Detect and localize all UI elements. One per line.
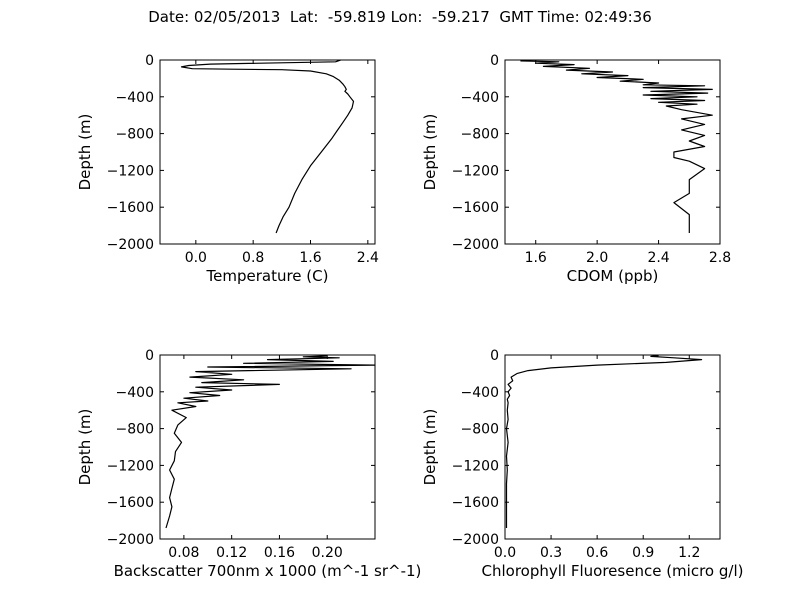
backscatter-profile-line <box>165 355 376 529</box>
temperature-x-axis-label: Temperature (C) <box>206 267 329 285</box>
backscatter-y-tick-label: −400 <box>116 385 154 401</box>
cdom-x-axis-label: CDOM (ppb) <box>567 267 659 285</box>
figure-title: Date: 02/05/2013 Lat: -59.819 Lon: -59.2… <box>148 8 652 26</box>
chlorophyll-chart: 0.0 0.3 0.6 0.9 1.2 0 −400 −800 −1200 −1600 −2000 C… <box>421 348 743 580</box>
cdom-y-tick-label: −1600 <box>452 200 499 216</box>
temperature-y-tick-label: −1200 <box>107 163 154 179</box>
cdom-x-tick-label: 2.8 <box>709 250 731 266</box>
backscatter-chart: 0.08 0.12 0.16 0.20 0 −400 −800 −1200 −1600 −2000… <box>76 348 421 580</box>
chlorophyll-y-axis-label: Depth (m) <box>421 409 439 486</box>
temperature-profile-line <box>180 59 355 234</box>
backscatter-x-axis-label: Backscatter 700nm x 1000 (m^-1 sr^-1) <box>114 562 422 580</box>
chlorophyll-profile-line <box>505 354 703 528</box>
chlorophyll-y-tick-label: −2000 <box>452 532 499 548</box>
chlorophyll-x-tick-label: 0.3 <box>540 545 562 561</box>
cdom-axes-frame <box>504 59 721 245</box>
backscatter-x-tick-label: 0.16 <box>264 545 295 561</box>
backscatter-y-tick-label: −1200 <box>107 458 154 474</box>
chlorophyll-x-tick-label: 1.2 <box>678 545 700 561</box>
temperature-y-axis-label: Depth (m) <box>76 114 94 191</box>
cdom-x-tick-label: 2.4 <box>647 250 669 266</box>
cdom-y-tick-label: −800 <box>461 127 499 143</box>
temperature-y-tick-label: −400 <box>116 90 154 106</box>
backscatter-x-tick-label: 0.08 <box>168 545 199 561</box>
temperature-x-tick-label: 0.0 <box>185 250 207 266</box>
backscatter-y-tick-label: −2000 <box>107 532 154 548</box>
cdom-profile-line <box>520 60 713 233</box>
temperature-y-tick-label: −2000 <box>107 237 154 253</box>
temperature-axes-frame <box>159 59 376 245</box>
cdom-y-tick-label: −2000 <box>452 237 499 253</box>
cdom-x-tick-label: 2.0 <box>586 250 608 266</box>
chlorophyll-y-tick-label: −1600 <box>452 495 499 511</box>
temperature-x-tick-label: 0.8 <box>242 250 264 266</box>
chlorophyll-x-tick-label: 0.9 <box>632 545 654 561</box>
backscatter-axes-frame <box>159 354 376 540</box>
cdom-y-tick-label: −1200 <box>452 163 499 179</box>
chlorophyll-x-axis-label: Chlorophyll Fluoresence (micro g/l) <box>482 562 744 580</box>
chlorophyll-y-tick-label: 0 <box>490 348 499 364</box>
backscatter-y-tick-label: −1600 <box>107 495 154 511</box>
backscatter-x-tick-label: 0.20 <box>312 545 343 561</box>
chlorophyll-axes-frame <box>504 354 721 540</box>
temperature-x-tick-label: 1.6 <box>299 250 321 266</box>
chlorophyll-x-tick-label: 0.0 <box>494 545 516 561</box>
cdom-y-tick-label: 0 <box>490 53 499 69</box>
chlorophyll-x-tick-label: 0.6 <box>586 545 608 561</box>
backscatter-y-axis-label: Depth (m) <box>76 409 94 486</box>
temperature-y-tick-label: −800 <box>116 127 154 143</box>
temperature-x-tick-label: 2.4 <box>357 250 379 266</box>
backscatter-y-tick-label: 0 <box>145 348 154 364</box>
temperature-chart: 0.0 0.8 1.6 2.4 0 −400 −800 −1200 −1600 −2000 Temp… <box>76 53 379 285</box>
temperature-y-tick-label: −1600 <box>107 200 154 216</box>
chlorophyll-y-tick-label: −1200 <box>452 458 499 474</box>
cdom-y-axis-label: Depth (m) <box>421 114 439 191</box>
temperature-y-tick-label: 0 <box>145 53 154 69</box>
backscatter-y-tick-label: −800 <box>116 422 154 438</box>
cdom-y-tick-label: −400 <box>461 90 499 106</box>
backscatter-x-tick-label: 0.12 <box>216 545 247 561</box>
cdom-x-tick-label: 1.6 <box>525 250 547 266</box>
chlorophyll-y-tick-label: −800 <box>461 422 499 438</box>
cdom-chart: 1.6 2.0 2.4 2.8 0 −400 −800 −1200 −1600 −2000 CDOM… <box>421 53 731 285</box>
chlorophyll-y-tick-label: −400 <box>461 385 499 401</box>
